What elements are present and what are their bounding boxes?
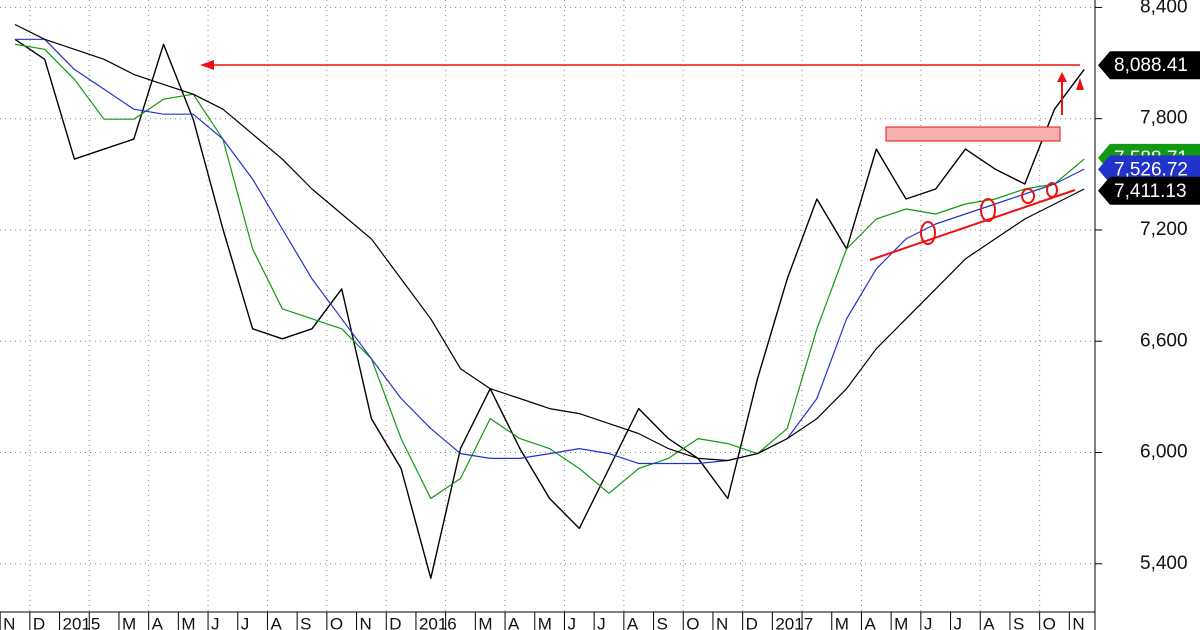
arrow-head — [200, 60, 214, 70]
x-tick-label: N — [3, 614, 15, 630]
x-tick-label: J — [241, 614, 250, 630]
x-tick-label: A — [270, 614, 282, 630]
x-tick-label: A — [152, 614, 164, 630]
x-tick-label: O — [686, 614, 699, 630]
x-tick-label: 2016 — [419, 614, 457, 630]
x-tick-label: J — [954, 614, 963, 630]
x-tick-label: D — [389, 614, 401, 630]
last-value-box — [1098, 176, 1200, 205]
trend-line — [869, 189, 1076, 261]
x-tick-label: N — [360, 614, 372, 630]
y-tick-label: 6,000 — [1140, 442, 1188, 463]
range-box — [885, 126, 1061, 142]
last-value-label: 8,088.41 — [1114, 55, 1188, 76]
x-tick-label: S — [657, 614, 668, 630]
last-value-box — [1098, 51, 1200, 80]
x-tick-label: A — [508, 614, 520, 630]
x-tick-label: S — [300, 614, 311, 630]
x-tick-label: D — [33, 614, 45, 630]
circle — [1046, 182, 1058, 198]
circle — [920, 221, 936, 245]
arrow-head — [1076, 78, 1084, 90]
x-tick-label: J — [597, 614, 606, 630]
x-tick-label: M — [181, 614, 195, 630]
x-tick-label: J — [567, 614, 576, 630]
x-tick-label: A — [864, 614, 876, 630]
last-value-label: 7,411.13 — [1114, 181, 1187, 202]
x-tick-label: N — [716, 614, 728, 630]
y-tick-label: 8,400 — [1140, 0, 1188, 17]
x-tick-label: M — [122, 614, 136, 630]
x-tick-label: J — [211, 614, 220, 630]
circle — [980, 198, 996, 222]
x-tick-label: A — [983, 614, 995, 630]
y-tick-label: 7,800 — [1140, 108, 1188, 129]
grid — [0, 0, 1095, 612]
series-line — [15, 38, 1085, 465]
last-value-box — [1098, 155, 1200, 184]
x-tick-label: M — [538, 614, 552, 630]
x-tick-label: J — [924, 614, 933, 630]
last-value-label: 7,526.72 — [1114, 159, 1188, 180]
y-tick-label: 6,600 — [1140, 330, 1188, 351]
series-line — [14, 23, 1085, 462]
x-tick-label: 2015 — [63, 614, 101, 630]
series-line — [14, 38, 1085, 579]
y-tick-label: 5,400 — [1140, 553, 1188, 574]
x-tick-label: O — [330, 614, 343, 630]
series-lines — [14, 23, 1085, 579]
x-tick-label: D — [746, 614, 758, 630]
last-value-boxes: 8,088.417,588.717,526.727,411.13 — [1098, 51, 1200, 205]
x-tick-label: M — [894, 614, 908, 630]
x-tick-label: S — [1013, 614, 1024, 630]
x-tick-label: 2017 — [775, 614, 813, 630]
x-tick-label: M — [478, 614, 492, 630]
x-tick-label: N — [1072, 614, 1084, 630]
arrow-head — [1057, 72, 1067, 82]
circle — [1021, 188, 1035, 204]
y-tick-label: 7,200 — [1140, 219, 1188, 240]
x-tick-label: O — [1043, 614, 1056, 630]
x-tick-label: M — [835, 614, 849, 630]
annotations — [200, 60, 1084, 261]
x-tick-label: A — [627, 614, 639, 630]
